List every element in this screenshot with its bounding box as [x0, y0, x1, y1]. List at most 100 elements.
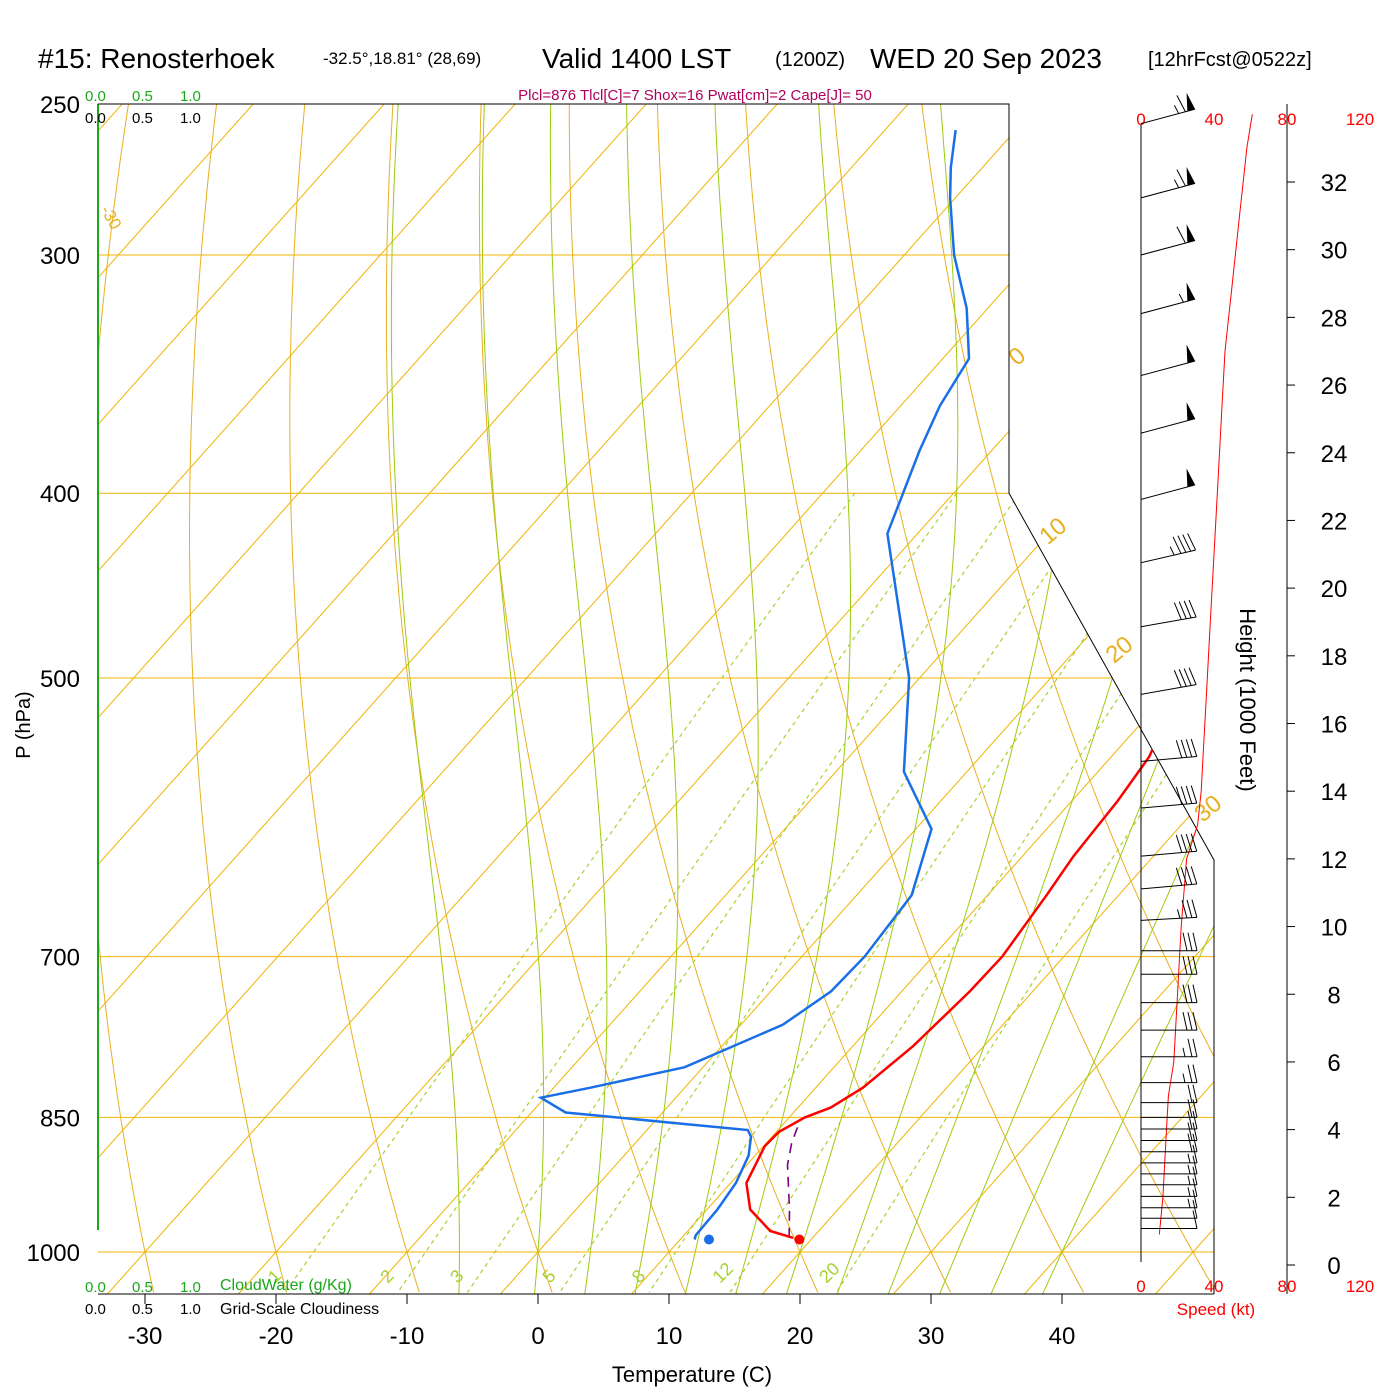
barb-flag	[1192, 1038, 1198, 1057]
moist-adiabat-line	[625, 104, 679, 1294]
barb-flag	[1173, 670, 1182, 688]
height-tick-label: 2	[1327, 1185, 1340, 1212]
wind-barb	[1140, 167, 1196, 199]
isotherm-line	[631, 104, 1214, 1294]
height-tick-label: 28	[1321, 305, 1348, 332]
station-title: #15: Renosterhoek	[38, 43, 276, 74]
pressure-tick-label: 500	[40, 666, 80, 693]
barb-pennant	[1186, 402, 1196, 421]
wind-barb	[1140, 785, 1198, 809]
barb-flag	[1191, 899, 1198, 918]
mixing-ratio-label: 5	[538, 1266, 559, 1287]
barb-flag	[1172, 536, 1182, 554]
dry-adiabat-line	[1345, 35, 1400, 1292]
forecast-info: [12hrFcst@0522z]	[1148, 49, 1312, 71]
height-tick-label: 24	[1321, 441, 1348, 468]
barb-half-flag	[1173, 179, 1180, 188]
barb-pennant	[1186, 167, 1196, 186]
barb-staff	[1140, 549, 1196, 564]
height-tick-label: 12	[1321, 847, 1348, 874]
wind-barb	[1141, 1064, 1198, 1084]
cloudiness-tick-2: 1.0	[180, 110, 201, 127]
barb-flag	[1175, 867, 1183, 886]
moist-adiabat-line	[481, 104, 545, 1294]
zulu-time: (1200Z)	[775, 49, 845, 71]
barb-flag	[1182, 1012, 1188, 1031]
barb-staff	[1140, 418, 1196, 434]
temperature-tick-label: 10	[656, 1323, 683, 1350]
mixing-ratio-label: 2	[376, 1266, 397, 1287]
barb-pennant	[1186, 224, 1196, 243]
wind-barb	[1140, 899, 1198, 921]
height-tick-label: 14	[1321, 779, 1348, 806]
barb-flag	[1177, 535, 1187, 553]
isotherm-line	[98, 104, 447, 1294]
barb-flag	[1192, 1166, 1198, 1185]
barb-flag	[1190, 738, 1198, 757]
speed-tick-top: 0	[1136, 110, 1145, 129]
barb-flag	[1176, 226, 1186, 244]
barb-flag	[1187, 1110, 1193, 1130]
valid-date: WED 20 Sep 2023	[870, 43, 1102, 74]
cloudiness-label: Grid-Scale Cloudiness	[220, 1301, 379, 1318]
barb-flag	[1185, 866, 1193, 885]
moist-adiabat-line	[684, 104, 759, 1294]
moist-adiabat-line	[734, 104, 851, 1294]
barb-flag	[1180, 739, 1188, 758]
barb-flag	[1178, 601, 1187, 619]
wind-barb	[1141, 956, 1198, 975]
mixing-ratio-line	[648, 492, 1183, 1293]
barb-flag	[1190, 866, 1198, 885]
isotherm-line	[98, 104, 316, 1294]
height-tick-label: 18	[1321, 644, 1348, 671]
wind-barb	[1140, 92, 1196, 125]
mixing-ratio-line	[397, 492, 958, 1293]
mixing-ratio-line	[467, 492, 1020, 1293]
isotherm-line	[98, 104, 1102, 1294]
moist-adiabat-line	[989, 104, 1214, 1294]
barb-flag	[1173, 602, 1182, 620]
moist-adiabat-label: 20	[1101, 631, 1139, 669]
barb-flag	[1188, 599, 1197, 618]
wind-barb	[1140, 282, 1196, 315]
barb-flag	[1192, 932, 1198, 951]
temperature-tick-label: -20	[259, 1323, 294, 1350]
wind-barb	[1140, 833, 1198, 857]
wind-barb	[1141, 1155, 1198, 1175]
height-tick-label: 16	[1321, 712, 1348, 739]
isotherm-line	[1024, 104, 1214, 1294]
isotherm-line	[1155, 104, 1214, 1294]
moist-adiabat-label: 30	[1189, 790, 1227, 828]
barb-flag	[1183, 600, 1192, 619]
barb-flag	[1180, 834, 1188, 853]
valid-time: Valid 1400 LST	[542, 43, 731, 74]
wind-speed-line	[1158, 114, 1253, 1235]
wind-barb	[1141, 1110, 1198, 1130]
plot-frame	[97, 103, 1215, 1295]
barb-half-flag	[1187, 1187, 1191, 1197]
barb-flag	[1192, 984, 1198, 1003]
isotherm-line	[893, 104, 1214, 1294]
barb-staff	[1140, 484, 1196, 500]
isotherm-line	[98, 104, 185, 1294]
wind-barb	[1141, 932, 1198, 952]
wind-barb	[1140, 402, 1196, 434]
barb-flag	[1182, 956, 1188, 975]
barb-flag	[1185, 833, 1193, 852]
isotherm-line	[369, 104, 1214, 1294]
barb-flag	[1186, 899, 1193, 918]
moist-adiabat-label: 10	[1034, 512, 1072, 550]
surface-temperature-dot	[794, 1234, 805, 1245]
barb-pennant	[1186, 92, 1196, 112]
barb-flag	[1187, 533, 1197, 551]
cloudwater-scale-top: 0.0 0.5 1.0 0.0 0.5 1.0	[85, 88, 201, 127]
barb-flag	[1176, 95, 1186, 112]
barb-half-flag	[1182, 1047, 1186, 1057]
cloudwater-tick-1: 0.5	[132, 88, 153, 105]
barb-staff	[1140, 298, 1196, 315]
moist-adiabat-line	[785, 104, 959, 1294]
speed-axis-label: Speed (kt)	[1177, 1300, 1255, 1319]
height-tick-label: 0	[1327, 1253, 1340, 1280]
barb-staff	[1140, 756, 1197, 762]
